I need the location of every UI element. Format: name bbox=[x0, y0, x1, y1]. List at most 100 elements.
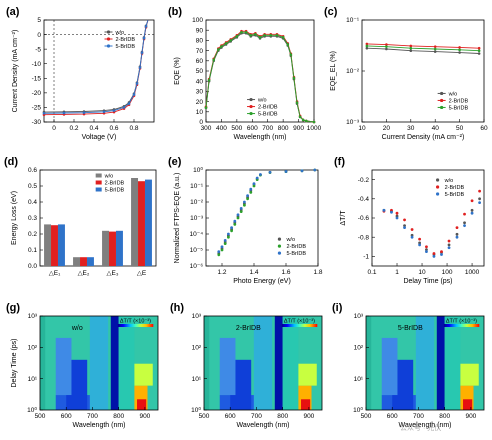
data-point bbox=[128, 102, 131, 105]
y-axis-label: ΔT/T bbox=[340, 210, 347, 226]
colorbar-label: ΔT/T (×10⁻³) bbox=[284, 319, 315, 325]
x-tick-label: 0.8 bbox=[129, 125, 138, 132]
data-point bbox=[217, 48, 220, 51]
data-point bbox=[456, 233, 459, 236]
legend-entry: 5-BrIDB bbox=[258, 112, 278, 118]
edge-band bbox=[366, 316, 371, 410]
bar bbox=[80, 257, 87, 266]
gsb-band-tail bbox=[382, 338, 398, 395]
y-tick-label: 10⁰ bbox=[27, 406, 37, 414]
x-tick-label: 600 bbox=[387, 413, 398, 420]
x-tick-label: 800 bbox=[278, 125, 289, 132]
data-point bbox=[440, 250, 443, 253]
y-tick-label: -25 bbox=[32, 105, 42, 112]
y-tick-label: 10¹ bbox=[192, 376, 202, 383]
data-point bbox=[410, 49, 413, 52]
legend-entry: 5-BrIDB bbox=[449, 105, 469, 111]
data-point bbox=[259, 36, 262, 39]
legend-marker bbox=[436, 178, 439, 181]
legend-entry: w/o bbox=[115, 30, 125, 36]
data-point bbox=[212, 58, 215, 61]
panel-label: (a) bbox=[6, 6, 20, 18]
y-tick-label: 0.1 bbox=[28, 247, 37, 254]
data-point bbox=[301, 169, 304, 172]
legend-entry: w/o bbox=[285, 237, 295, 243]
gsb-band-tail bbox=[56, 338, 72, 395]
data-point bbox=[411, 228, 414, 231]
y-tick-label: 100 bbox=[192, 17, 203, 24]
data-point bbox=[240, 31, 243, 34]
data-point bbox=[141, 51, 144, 54]
data-point bbox=[282, 36, 285, 39]
panel-label: (b) bbox=[168, 6, 182, 18]
data-point bbox=[434, 45, 437, 48]
data-point bbox=[313, 121, 316, 124]
panel-a: 0 0.2 0.4 0.6 0.8 -30 -25 -20 -15 -10 -5 0 5 Voltage … bbox=[6, 6, 154, 141]
y-tick-label: 90 bbox=[196, 27, 204, 34]
x-axis-label: Wavelength (nm) bbox=[233, 134, 286, 141]
x-tick-label: 1.2 bbox=[217, 269, 226, 276]
legend-marker bbox=[107, 37, 110, 40]
bar bbox=[73, 257, 80, 266]
legend-marker bbox=[249, 105, 252, 108]
y-tick-label: 20 bbox=[196, 99, 204, 106]
y-tick-label: 10⁻³ bbox=[190, 215, 204, 222]
data-point bbox=[217, 253, 220, 256]
x-tick-label: 600 bbox=[225, 413, 236, 420]
data-point bbox=[313, 169, 316, 172]
y-tick-label: -0.2 bbox=[358, 177, 370, 184]
legend-entry: 5-BrIDB bbox=[445, 192, 465, 198]
y-tick-label: 10⁻⁶ bbox=[190, 263, 204, 270]
colorbar-label: ΔT/T (×10⁻³) bbox=[446, 319, 477, 325]
y-tick-label: 0 bbox=[37, 32, 41, 39]
panel-h: 500 600 700 800 900 10⁰ 10¹ 10² 10³ Wavelength (n… bbox=[170, 302, 322, 429]
data-point bbox=[463, 221, 466, 224]
data-point bbox=[136, 82, 139, 85]
data-point bbox=[225, 42, 228, 45]
y-tick-label: 10¹ bbox=[28, 376, 38, 383]
data-point bbox=[478, 52, 481, 55]
y-tick-label: 40 bbox=[196, 78, 204, 85]
x-axis-label: Wavelength (nm) bbox=[72, 422, 125, 429]
legend-marker bbox=[436, 192, 439, 195]
legend-marker bbox=[107, 44, 110, 47]
y-tick-label: 10³ bbox=[192, 313, 202, 320]
data-point bbox=[433, 255, 436, 258]
data-point bbox=[448, 243, 451, 246]
x-tick-label: 1000 bbox=[307, 125, 322, 132]
data-point bbox=[270, 34, 273, 37]
data-point bbox=[139, 66, 142, 69]
y-tick-label: -15 bbox=[32, 75, 42, 82]
data-point bbox=[299, 116, 302, 119]
x-tick-label: 1 bbox=[395, 269, 399, 276]
y-tick-label: -20 bbox=[32, 90, 42, 97]
data-point bbox=[410, 47, 413, 50]
data-point bbox=[425, 250, 428, 253]
panel-label: (i) bbox=[332, 302, 343, 314]
data-point bbox=[471, 209, 474, 212]
data-point bbox=[383, 209, 386, 212]
x-tick-label: 900 bbox=[139, 413, 150, 420]
data-point bbox=[246, 194, 249, 197]
data-point bbox=[478, 190, 481, 193]
data-point bbox=[463, 224, 466, 227]
data-point bbox=[230, 229, 233, 232]
watermark: 公众号 · 光伏 bbox=[400, 423, 441, 432]
panel-label: (f) bbox=[334, 156, 345, 168]
x-tick-label: 800 bbox=[439, 413, 450, 420]
panel-label: (g) bbox=[6, 302, 20, 314]
legend-marker bbox=[249, 98, 252, 101]
panel-f: 0.1 1 10 100 1000-1-0.8-0.6-0.4-0.2Delay Tim… bbox=[334, 156, 484, 285]
bar bbox=[145, 180, 152, 266]
y-axis-label: Current Density (mA cm⁻²) bbox=[12, 30, 19, 113]
data-point bbox=[385, 48, 388, 51]
dip-line bbox=[111, 316, 119, 410]
x-tick-label: 700 bbox=[251, 413, 262, 420]
bar bbox=[138, 181, 145, 266]
data-point bbox=[411, 236, 414, 239]
y-tick-label: -5 bbox=[35, 46, 41, 53]
x-tick-label: 900 bbox=[465, 413, 476, 420]
category-label: △E bbox=[137, 270, 147, 277]
y-tick-label: -0.4 bbox=[358, 196, 370, 203]
panel-label: (c) bbox=[324, 6, 338, 18]
